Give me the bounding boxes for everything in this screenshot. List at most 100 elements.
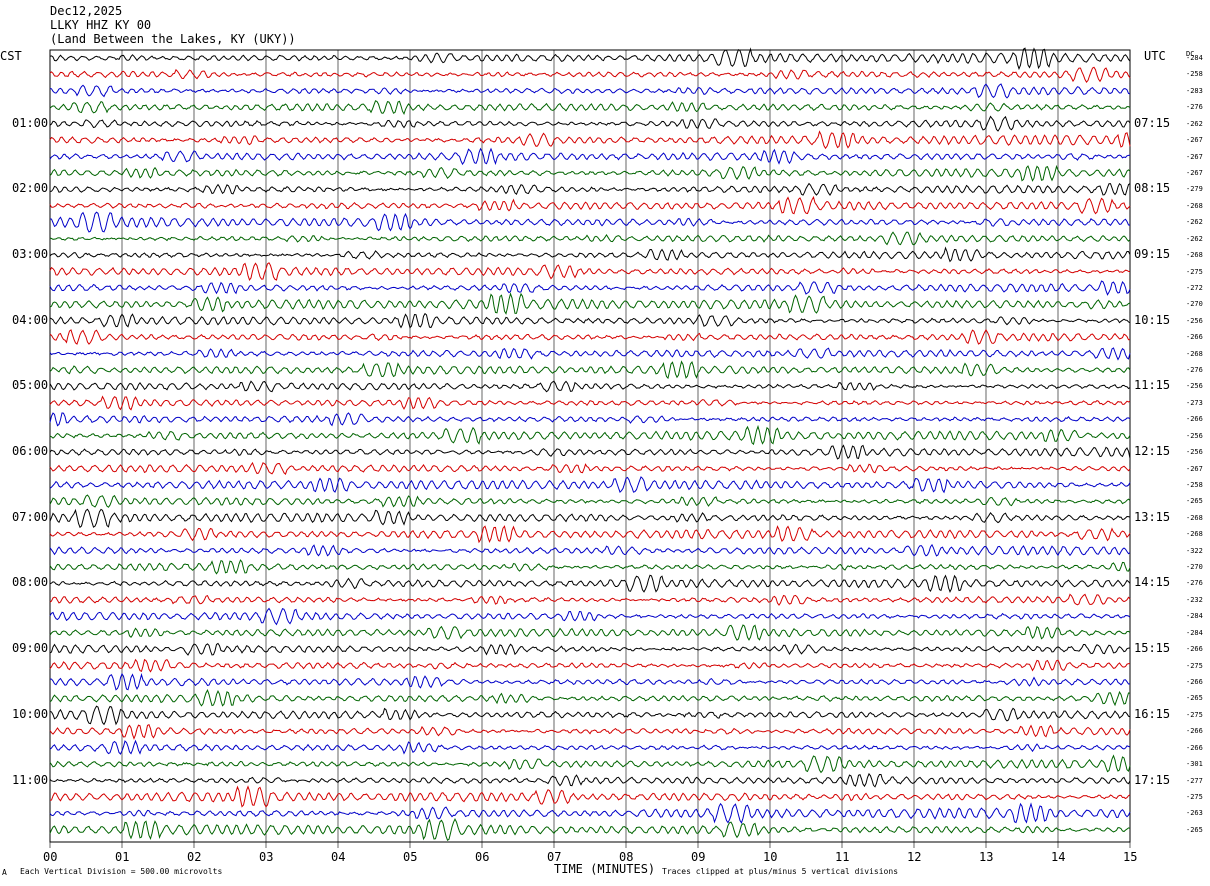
- trace-row-1: [49, 47, 1131, 71]
- left-hour-label: 04:00: [12, 312, 49, 327]
- left-hour-label: 09:00: [12, 641, 49, 656]
- trace-row-13: [49, 246, 1131, 263]
- trace-row-27: [49, 476, 1131, 494]
- trace-row-22: [49, 395, 1131, 411]
- x-tick-label: 10: [763, 850, 778, 864]
- right-hour-label: 10:15: [1134, 312, 1171, 327]
- right-hour-label: 15:15: [1134, 641, 1171, 656]
- dc-offset-label: -322: [1186, 546, 1203, 555]
- dc-offset-label: -265: [1186, 825, 1203, 834]
- x-tick-label: 14: [1051, 850, 1066, 864]
- trace-row-47: [49, 802, 1131, 824]
- trace-row-2: [49, 66, 1131, 83]
- trace-row-33: [49, 574, 1131, 593]
- x-tick-label: 02: [187, 850, 202, 864]
- x-tick-label: 09: [691, 850, 706, 864]
- trace-row-46: [49, 785, 1131, 808]
- x-tick-label: 01: [115, 850, 130, 864]
- dc-offset-label: -266: [1186, 645, 1203, 654]
- dc-offset-label: -275: [1186, 661, 1203, 670]
- x-tick-label: 05: [403, 850, 418, 864]
- trace-row-32: [49, 559, 1131, 575]
- dc-offset-label: -279: [1186, 185, 1203, 194]
- trace-row-17: [49, 312, 1131, 329]
- right-hour-label: 11:15: [1134, 378, 1171, 393]
- x-tick-label: 07: [547, 850, 562, 864]
- station-location: (Land Between the Lakes, KY (UKY)): [50, 32, 296, 46]
- dc-offset-label: -266: [1186, 333, 1203, 342]
- dc-offset-label: -266: [1186, 743, 1203, 752]
- left-hour-label: 03:00: [12, 247, 49, 261]
- plot-frame: [49, 49, 1131, 843]
- record-date: Dec12,2025: [50, 4, 123, 18]
- x-tick-label: 11: [835, 850, 850, 864]
- trace-row-29: [49, 508, 1131, 529]
- dc-offset-label: -277: [1186, 776, 1203, 785]
- dc-offset-label: -283: [1186, 86, 1203, 95]
- trace-row-16: [49, 292, 1131, 315]
- dc-offset-label: -268: [1186, 349, 1203, 358]
- trace-row-15: [49, 280, 1131, 296]
- dc-offset-label: -275: [1186, 710, 1203, 719]
- dc-offset-label: -270: [1186, 300, 1203, 309]
- dc-offset-label: -284: [1186, 628, 1203, 637]
- left-hour-label: 07:00: [12, 509, 49, 524]
- dc-offset-label: -258: [1186, 480, 1203, 489]
- right-hour-label: 12:15: [1134, 444, 1171, 459]
- left-hour-label: 10:00: [12, 706, 49, 721]
- x-tick-label: 00: [43, 850, 58, 864]
- dc-offset-label: -267: [1186, 168, 1203, 177]
- dc-header-label: DC: [1186, 50, 1195, 58]
- dc-offset-label: -276: [1186, 579, 1203, 588]
- x-tick-label: 13: [979, 850, 994, 864]
- dc-offset-label: -265: [1186, 694, 1203, 703]
- trace-row-12: [49, 231, 1131, 246]
- trace-row-39: [49, 672, 1131, 691]
- trace-row-25: [49, 444, 1131, 460]
- right-hour-label: 14:15: [1134, 575, 1171, 590]
- left-hour-label: 11:00: [12, 772, 49, 787]
- left-hour-label: 05:00: [12, 378, 49, 393]
- right-hour-label: 08:15: [1134, 181, 1171, 196]
- x-axis-title: TIME (MINUTES): [554, 862, 656, 876]
- left-timezone-label: CST: [0, 49, 22, 63]
- trace-row-37: [49, 642, 1131, 656]
- dc-offset-label: -262: [1186, 234, 1203, 243]
- dc-offset-label: -276: [1186, 103, 1203, 112]
- dc-offset-label: -275: [1186, 267, 1203, 276]
- left-hour-label: 01:00: [12, 115, 49, 130]
- dc-offset-label: -256: [1186, 448, 1203, 457]
- dc-offset-label: -265: [1186, 497, 1203, 506]
- dc-offset-label: -267: [1186, 464, 1203, 473]
- trace-row-5: [49, 115, 1131, 132]
- x-tick-label: 12: [907, 850, 922, 864]
- dc-offset-label: -275: [1186, 792, 1203, 801]
- trace-row-38: [49, 658, 1130, 673]
- dc-offset-label: -266: [1186, 678, 1203, 686]
- trace-row-14: [49, 262, 1131, 281]
- trace-row-40: [49, 688, 1131, 707]
- trace-row-26: [49, 461, 1131, 475]
- dc-offset-label: -232: [1186, 595, 1203, 604]
- trace-row-6: [49, 130, 1131, 150]
- trace-row-11: [49, 211, 1131, 233]
- dc-offset-label: -268: [1186, 513, 1203, 522]
- trace-row-3: [49, 83, 1131, 99]
- dc-offset-label: -270: [1186, 563, 1203, 571]
- dc-offset-label: -256: [1186, 316, 1203, 325]
- dc-offset-label: -266: [1186, 727, 1203, 736]
- scale-note: Each Vertical Division = 500.00 microvol…: [20, 867, 223, 876]
- trace-row-7: [49, 147, 1131, 166]
- x-tick-label: 04: [331, 850, 346, 864]
- trace-row-10: [49, 195, 1131, 215]
- dc-offset-label: -268: [1186, 201, 1203, 210]
- dc-offset-label: -267: [1186, 136, 1203, 145]
- dc-offset-label: -263: [1186, 809, 1203, 818]
- trace-row-36: [49, 624, 1131, 641]
- dc-offset-label: -256: [1186, 382, 1203, 391]
- corner-mark: A: [2, 868, 7, 877]
- x-tick-label: 03: [259, 850, 274, 864]
- dc-offset-label: -273: [1186, 398, 1203, 407]
